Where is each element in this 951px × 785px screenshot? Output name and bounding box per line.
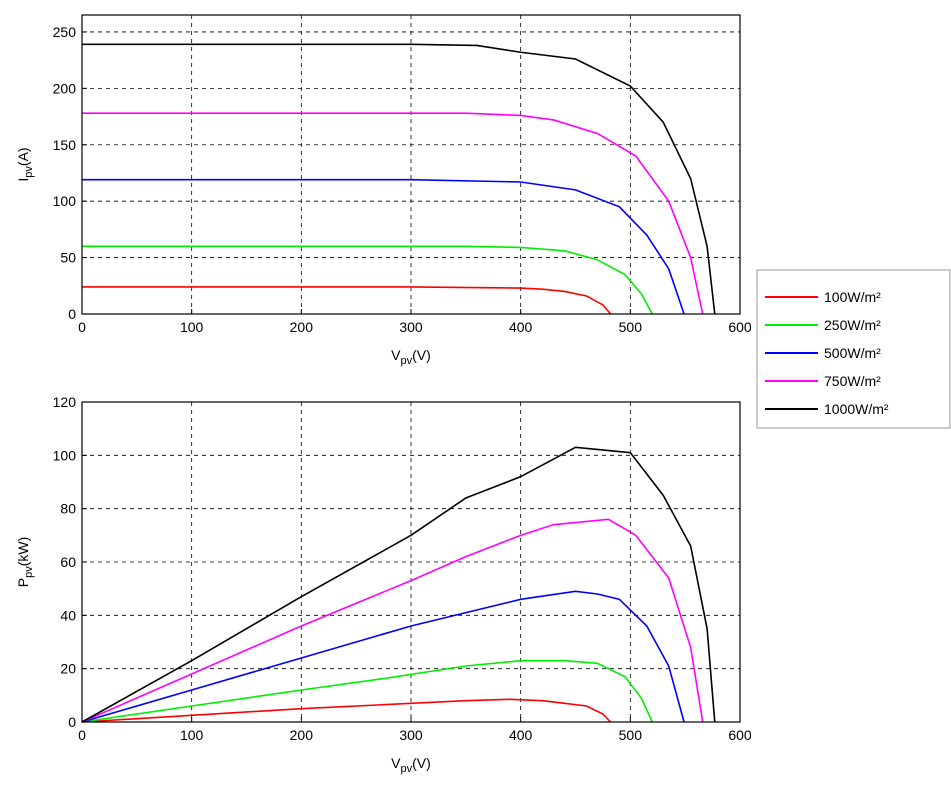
- y-tick-label: 0: [68, 714, 76, 730]
- series-line: [82, 591, 684, 722]
- y-tick-label: 250: [53, 24, 77, 40]
- series-line: [82, 287, 611, 314]
- x-axis-label-part: (V): [412, 755, 431, 771]
- figure: 0100200300400500600050100150200250Vpv(V)…: [0, 0, 951, 785]
- x-tick-label: 200: [290, 727, 314, 743]
- x-tick-label: 500: [619, 319, 643, 335]
- y-tick-label: 50: [60, 250, 76, 266]
- x-tick-label: 100: [180, 727, 204, 743]
- legend-label: 250W/m²: [824, 317, 881, 333]
- x-tick-label: 0: [78, 727, 86, 743]
- y-axis-label: Ipv(A): [15, 147, 35, 181]
- x-axis-label: Vpv(V): [391, 347, 431, 367]
- x-tick-label: 400: [509, 319, 533, 335]
- x-tick-label: 600: [728, 727, 752, 743]
- y-tick-label: 100: [53, 193, 77, 209]
- x-tick-label: 400: [509, 727, 533, 743]
- series-line: [82, 661, 652, 722]
- y-axis-label-part: (kW): [15, 537, 31, 567]
- x-axis-label-part: pv: [401, 763, 413, 775]
- x-axis-label-part: (V): [412, 347, 431, 363]
- series-line: [82, 519, 703, 722]
- y-axis-label-part: pv: [23, 166, 35, 178]
- series-line: [82, 246, 652, 314]
- legend-label: 750W/m²: [824, 373, 881, 389]
- legend-label: 1000W/m²: [824, 401, 889, 417]
- legend-label: 500W/m²: [824, 345, 881, 361]
- series-line: [82, 113, 703, 314]
- y-tick-label: 150: [53, 137, 77, 153]
- y-tick-label: 0: [68, 306, 76, 322]
- y-tick-label: 60: [60, 554, 76, 570]
- x-tick-label: 600: [728, 319, 752, 335]
- x-tick-label: 500: [619, 727, 643, 743]
- x-tick-label: 0: [78, 319, 86, 335]
- x-tick-label: 100: [180, 319, 204, 335]
- y-tick-label: 100: [53, 447, 77, 463]
- y-axis-label: Ppv(kW): [15, 537, 35, 588]
- y-tick-label: 80: [60, 501, 76, 517]
- y-axis-label-part: (A): [15, 147, 31, 166]
- x-axis-label: Vpv(V): [391, 755, 431, 775]
- y-axis-label-part: P: [15, 578, 31, 587]
- x-tick-label: 300: [399, 727, 423, 743]
- y-tick-label: 20: [60, 661, 76, 677]
- x-axis-label-part: pv: [401, 355, 413, 367]
- x-tick-label: 200: [290, 319, 314, 335]
- y-tick-label: 120: [53, 394, 77, 410]
- y-tick-label: 200: [53, 80, 77, 96]
- legend-label: 100W/m²: [824, 289, 881, 305]
- y-tick-label: 40: [60, 607, 76, 623]
- x-tick-label: 300: [399, 319, 423, 335]
- y-axis-label-part: pv: [23, 566, 35, 578]
